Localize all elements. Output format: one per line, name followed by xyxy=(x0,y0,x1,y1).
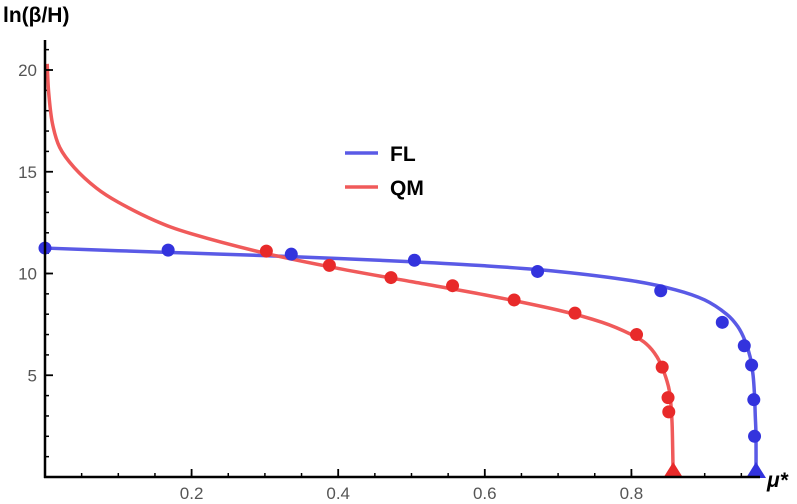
x-tick-label: 0.6 xyxy=(473,484,497,503)
series-points xyxy=(38,241,762,443)
point-fl xyxy=(747,393,761,407)
point-qm xyxy=(630,328,644,342)
point-fl xyxy=(745,358,759,372)
x-axis-title: μ* xyxy=(766,469,789,492)
point-fl xyxy=(161,243,175,257)
major-ticks xyxy=(45,69,633,477)
point-fl xyxy=(737,339,751,353)
legend-label-fl: FL xyxy=(390,143,416,166)
minor-ticks xyxy=(45,48,743,477)
x-tick-label: 0.2 xyxy=(180,484,204,503)
y-tick-label: 10 xyxy=(18,265,37,284)
marker-fl xyxy=(746,462,767,478)
point-fl xyxy=(407,253,421,267)
point-qm xyxy=(655,360,669,374)
point-qm xyxy=(384,271,398,285)
point-qm xyxy=(259,244,273,258)
marker-qm xyxy=(663,462,684,478)
point-qm xyxy=(568,306,582,320)
point-fl xyxy=(654,284,668,298)
point-qm xyxy=(662,405,676,419)
point-qm xyxy=(661,391,675,405)
tick-labels: 0.2 0.4 0.6 0.8 5 10 15 20 xyxy=(18,61,643,503)
y-tick-label: 5 xyxy=(28,366,37,385)
point-qm xyxy=(446,279,460,293)
curve-fl xyxy=(44,246,758,478)
y-tick-label: 20 xyxy=(18,61,37,80)
x-tick-label: 0.4 xyxy=(326,484,350,503)
series-curves xyxy=(44,63,758,478)
point-fl xyxy=(531,264,545,278)
axis-markers xyxy=(663,462,767,478)
point-fl xyxy=(715,315,729,329)
y-axis-title: ln(β/H) xyxy=(3,4,69,27)
curve-qm xyxy=(45,63,675,478)
point-fl xyxy=(748,429,762,443)
legend-label-qm: QM xyxy=(390,177,424,200)
legend: FL QM xyxy=(345,143,424,200)
point-qm xyxy=(322,258,336,272)
point-fl xyxy=(284,247,298,261)
x-tick-label: 0.8 xyxy=(620,484,644,503)
y-tick-label: 15 xyxy=(18,163,37,182)
point-qm xyxy=(507,293,521,307)
